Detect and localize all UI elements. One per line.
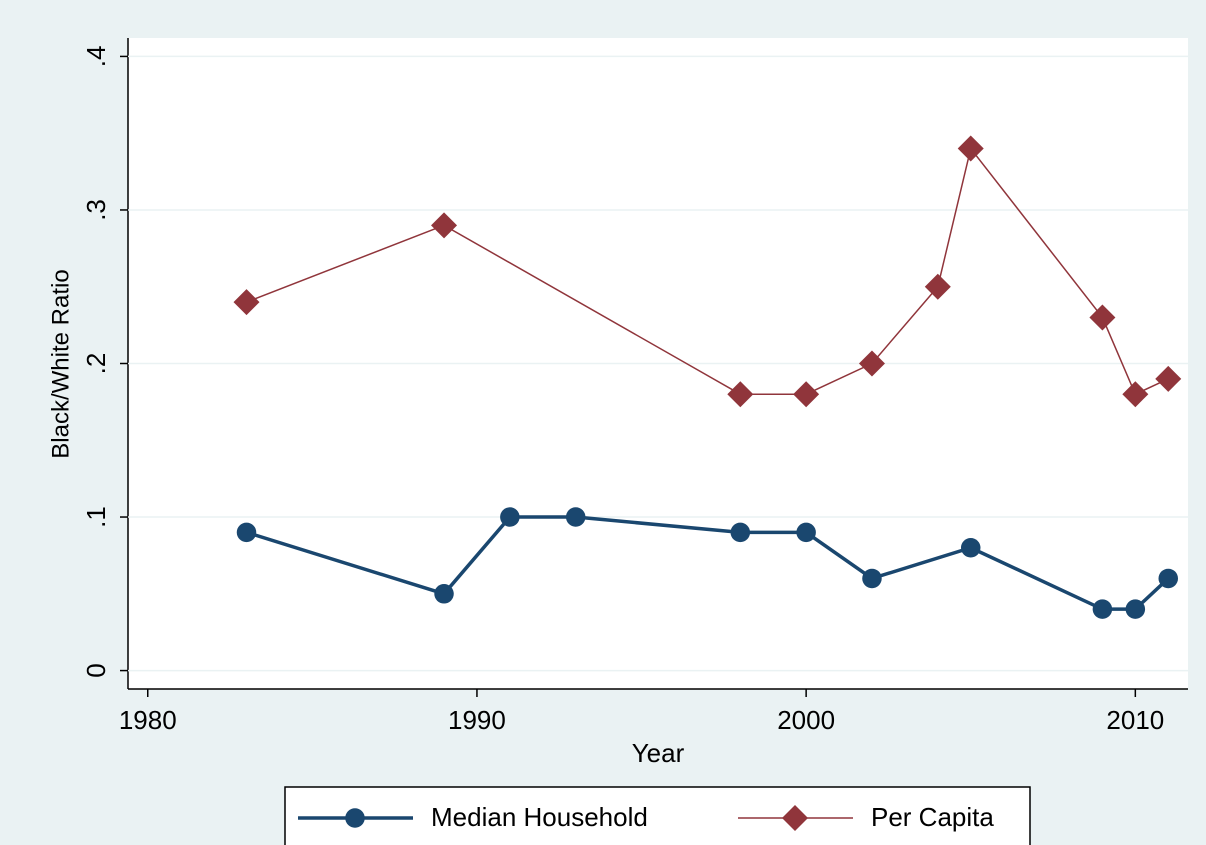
point [858, 350, 885, 377]
x-tick-label: 1990 [448, 705, 506, 735]
point [1125, 599, 1146, 619]
x-tick-label: 2010 [1106, 705, 1164, 735]
point [793, 381, 820, 408]
point [957, 135, 984, 162]
point [233, 289, 260, 316]
legend-label: Per Capita [871, 802, 994, 832]
x-tick-label: 2000 [777, 705, 835, 735]
y-tick-label: 0 [81, 663, 111, 677]
series-line [246, 146, 1169, 396]
y-tick-label: .2 [81, 353, 111, 375]
point [236, 522, 257, 543]
point [1155, 365, 1182, 392]
point [1089, 304, 1116, 331]
point [730, 522, 751, 543]
legend-label: Median Household [431, 802, 648, 832]
point [796, 522, 816, 543]
point [434, 584, 454, 604]
point [500, 507, 520, 527]
legend-marker [782, 805, 808, 831]
point [960, 537, 981, 558]
legend-marker [345, 808, 365, 828]
y-tick-label: .3 [81, 199, 111, 221]
point [1158, 568, 1178, 589]
point [1092, 599, 1113, 619]
x-tick-label: 1980 [119, 705, 177, 735]
y-axis-title: Black/White Ratio [47, 269, 74, 458]
point [1122, 381, 1149, 408]
point [924, 273, 951, 300]
y-tick-label: .1 [81, 506, 111, 528]
x-axis-title: Year [632, 738, 685, 768]
point [862, 568, 882, 589]
legend [284, 786, 1031, 845]
y-tick-label: .4 [81, 46, 111, 68]
point [431, 212, 458, 239]
point [565, 507, 586, 527]
point [727, 381, 754, 408]
